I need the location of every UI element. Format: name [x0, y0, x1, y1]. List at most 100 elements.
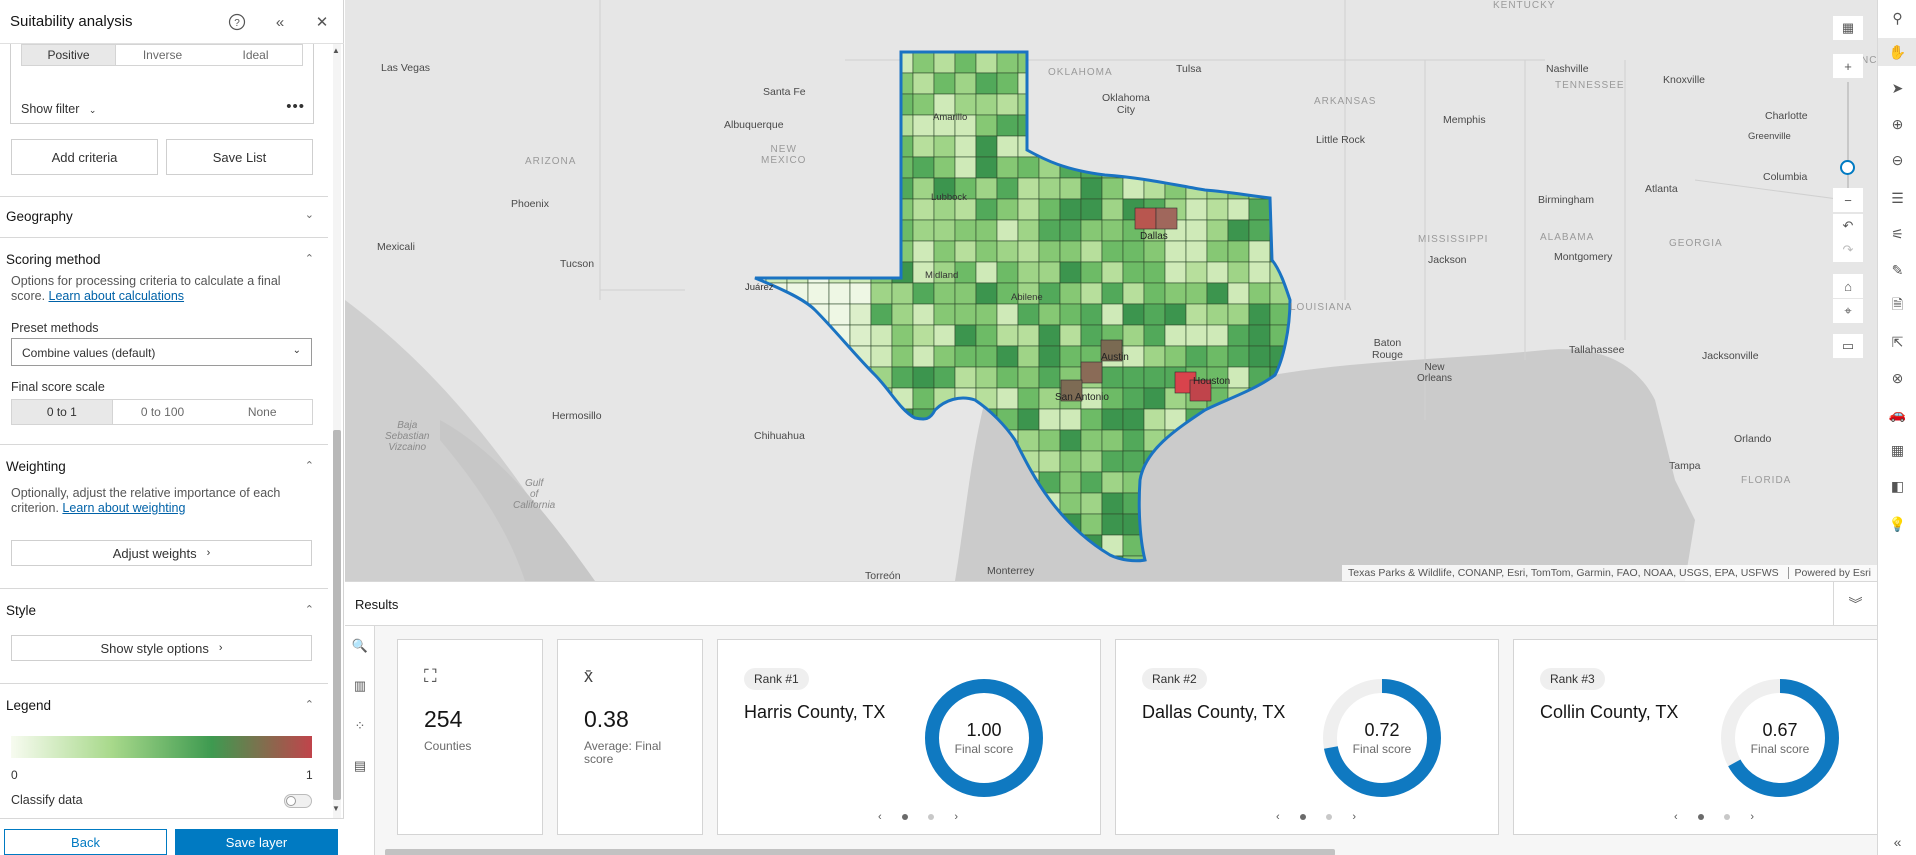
county-cell[interactable]	[891, 345, 914, 368]
fullscreen-icon[interactable]: ▭	[1833, 334, 1863, 358]
county-cell[interactable]	[1017, 240, 1040, 263]
county-cell[interactable]	[1080, 198, 1103, 221]
county-cell[interactable]	[975, 177, 998, 200]
county-cell[interactable]	[1206, 219, 1229, 242]
county-cell[interactable]	[1038, 93, 1061, 116]
county-cell[interactable]	[807, 324, 830, 347]
county-cell[interactable]	[1227, 52, 1250, 74]
county-cell[interactable]	[954, 219, 977, 242]
style-section-header[interactable]: Style ⌃	[0, 588, 328, 628]
county-cell[interactable]	[745, 366, 767, 389]
county-cell[interactable]	[807, 198, 830, 221]
county-cell[interactable]	[891, 303, 914, 326]
county-cell[interactable]	[1059, 261, 1082, 284]
county-cell[interactable]	[1059, 324, 1082, 347]
county-cell[interactable]	[954, 156, 977, 179]
county-cell[interactable]	[1143, 366, 1166, 389]
county-cell[interactable]	[1080, 324, 1103, 347]
county-cell[interactable]	[912, 303, 935, 326]
county-cell[interactable]	[1206, 240, 1229, 263]
county-cell[interactable]	[870, 261, 893, 284]
county-cell[interactable]	[745, 177, 767, 200]
county-cell[interactable]	[870, 240, 893, 263]
county-cell[interactable]	[1080, 219, 1103, 242]
county-cell[interactable]	[1248, 303, 1271, 326]
county-cell[interactable]	[1185, 261, 1208, 284]
county-cell[interactable]	[1059, 114, 1082, 137]
county-cell[interactable]	[828, 93, 851, 116]
county-cell[interactable]	[933, 156, 956, 179]
county-cell[interactable]	[933, 366, 956, 389]
county-cell[interactable]	[912, 156, 935, 179]
county-cell[interactable]	[996, 177, 1019, 200]
document-icon[interactable]: 🗎	[1891, 296, 1904, 312]
county-cell[interactable]	[1101, 303, 1124, 326]
weighting-section-header[interactable]: Weighting ⌃	[0, 444, 328, 484]
scrollbar-thumb[interactable]	[385, 849, 1335, 855]
county-cell[interactable]	[849, 198, 872, 221]
county-cell[interactable]	[954, 135, 977, 158]
county-cell[interactable]	[1291, 73, 1312, 94]
county-cell[interactable]	[1164, 345, 1187, 368]
county-cell[interactable]	[1101, 135, 1124, 158]
county-cell[interactable]	[1164, 177, 1187, 200]
county-cell[interactable]	[996, 345, 1019, 368]
car-icon[interactable]: 🚗	[1888, 405, 1907, 422]
county-cell[interactable]	[786, 534, 809, 557]
county-cell[interactable]	[849, 366, 872, 389]
county-cell[interactable]	[933, 345, 956, 368]
county-cell[interactable]	[870, 408, 893, 431]
zoom-to-icon[interactable]: 🔍	[351, 638, 369, 653]
zoom-out-icon[interactable]: ⊖	[1891, 151, 1904, 168]
preset-methods-select[interactable]: Combine values (default) ⌄	[11, 338, 312, 366]
segment-inverse[interactable]: Inverse	[142, 48, 183, 62]
county-cell[interactable]	[891, 471, 914, 494]
scoring-section-header[interactable]: Scoring method ⌃	[0, 237, 328, 277]
county-cell[interactable]	[1080, 513, 1103, 536]
county-cell[interactable]	[807, 471, 830, 494]
county-cell[interactable]	[933, 240, 956, 263]
expand-toolbar-icon[interactable]: «	[1893, 834, 1902, 850]
county-cell[interactable]	[1206, 114, 1229, 137]
county-cell[interactable]	[828, 555, 851, 577]
basemap-gallery-icon[interactable]: ▦	[1833, 16, 1863, 40]
county-cell[interactable]	[891, 534, 914, 557]
pager-dot[interactable]	[1697, 814, 1704, 820]
county-cell[interactable]	[1248, 345, 1271, 368]
chevron-right-icon[interactable]: ›	[1750, 811, 1754, 823]
county-cell[interactable]	[954, 324, 977, 347]
county-cell[interactable]	[1248, 324, 1271, 347]
county-cell[interactable]	[786, 387, 809, 410]
county-cell[interactable]	[807, 387, 830, 410]
pager-dot[interactable]	[1299, 814, 1306, 820]
county-cell[interactable]	[786, 303, 809, 326]
help-icon[interactable]: ?	[225, 10, 249, 34]
county-cell[interactable]	[912, 387, 935, 410]
county-cell[interactable]	[933, 471, 956, 494]
county-cell[interactable]	[1122, 387, 1145, 410]
county-cell[interactable]	[849, 52, 872, 74]
county-cell[interactable]	[1227, 261, 1250, 284]
county-cell[interactable]	[1059, 492, 1082, 515]
collapse-results-icon[interactable]: ︾	[1833, 582, 1877, 626]
county-cell[interactable]	[849, 513, 872, 536]
county-cell[interactable]	[1291, 178, 1312, 199]
county-cell[interactable]	[1206, 324, 1229, 347]
county-cell[interactable]	[745, 387, 767, 410]
county-cell[interactable]	[1143, 261, 1166, 284]
county-cell[interactable]	[1101, 429, 1124, 452]
zoom-in-icon[interactable]: ⊕	[1891, 115, 1904, 132]
county-cell[interactable]	[912, 366, 935, 389]
zoom-out-button[interactable]: −	[1833, 188, 1863, 212]
county-cell[interactable]	[912, 135, 935, 158]
more-options-icon[interactable]: •••	[286, 98, 305, 115]
county-cell[interactable]	[912, 513, 935, 536]
county-cell[interactable]	[933, 450, 956, 473]
edit-icon[interactable]: ✎	[1891, 261, 1904, 278]
county-cell[interactable]	[745, 52, 767, 74]
pin-icon[interactable]: ⚲	[1892, 9, 1903, 26]
county-cell[interactable]	[1038, 198, 1061, 221]
county-cell[interactable]	[1248, 72, 1271, 95]
segment-positive[interactable]: Positive	[22, 45, 116, 65]
county-cell[interactable]	[765, 177, 788, 200]
